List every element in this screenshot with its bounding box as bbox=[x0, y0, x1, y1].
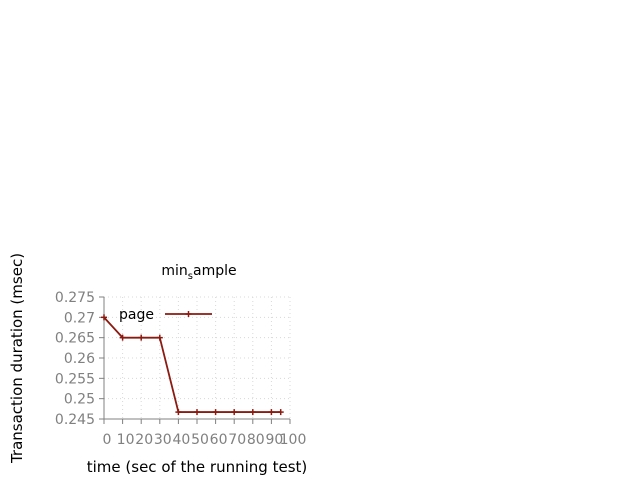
data-point bbox=[249, 409, 256, 416]
x-tick-label: 100 bbox=[280, 432, 307, 448]
x-axis-label: time (sec of the running test) bbox=[87, 458, 308, 476]
data-point bbox=[194, 409, 200, 416]
y-axis-label: Transaction duration (msec) bbox=[8, 253, 26, 464]
x-tick-label: 90 bbox=[265, 432, 283, 448]
data-point bbox=[138, 334, 145, 341]
x-tick-label: 70 bbox=[228, 432, 246, 448]
y-tick-label: 0.255 bbox=[55, 371, 95, 387]
y-tick-label: 0.245 bbox=[55, 412, 95, 428]
legend: page bbox=[119, 307, 212, 323]
data-point bbox=[175, 409, 182, 416]
x-tick-label: 0 bbox=[103, 432, 112, 448]
y-tick-label: 0.25 bbox=[64, 392, 95, 408]
data-point bbox=[119, 334, 126, 341]
y-tick-label: 0.26 bbox=[64, 351, 95, 367]
data-point bbox=[268, 409, 275, 416]
y-tick-label: 0.275 bbox=[55, 290, 95, 306]
y-tick-label: 0.27 bbox=[64, 310, 95, 326]
series-line bbox=[103, 316, 281, 413]
data-point bbox=[277, 409, 284, 416]
data-point bbox=[212, 409, 219, 416]
series-layer bbox=[101, 314, 284, 416]
x-tick-label: 50 bbox=[191, 432, 209, 448]
x-tick-label: 80 bbox=[247, 432, 265, 448]
legend-label: page bbox=[119, 307, 154, 323]
x-tick-label: 10 bbox=[117, 432, 135, 448]
x-tick-label: 60 bbox=[210, 432, 228, 448]
y-tick-label: 0.265 bbox=[55, 331, 95, 347]
data-point bbox=[156, 334, 163, 341]
chart-title-main: min bbox=[161, 263, 187, 279]
grid-lines bbox=[104, 296, 291, 419]
x-tick-label: 30 bbox=[154, 432, 172, 448]
data-point bbox=[231, 409, 238, 416]
data-point bbox=[101, 314, 107, 321]
chart-title-subscript: s bbox=[188, 271, 193, 282]
x-tick-label: 40 bbox=[172, 432, 190, 448]
x-tick-label: 20 bbox=[135, 432, 153, 448]
chart-title-rest: ample bbox=[193, 263, 237, 279]
chart-title: minsample bbox=[161, 263, 236, 282]
